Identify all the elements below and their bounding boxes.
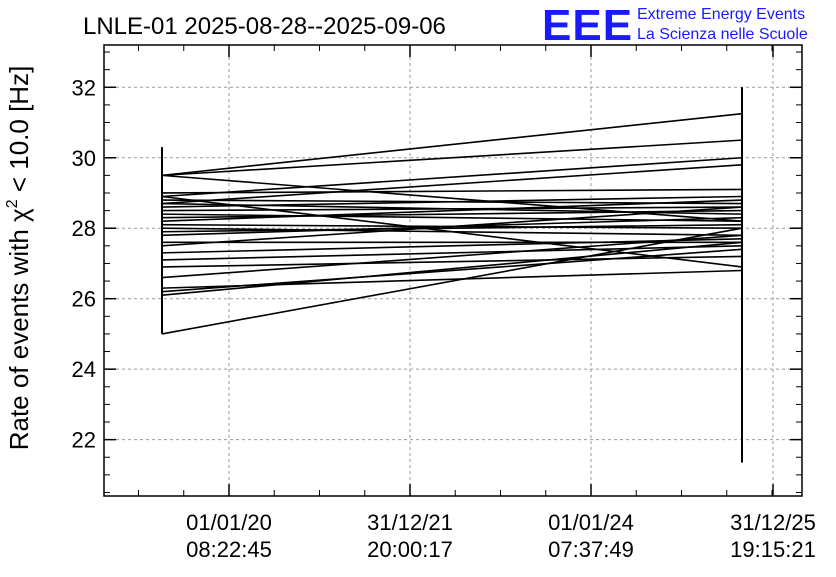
series-line-15 [161, 223, 743, 233]
y-tick-label: 22 [72, 428, 96, 453]
y-axis-label-prefix: Rate of events with [4, 222, 34, 450]
series-line-11 [161, 209, 743, 219]
x-tick-label-time: 07:37:49 [548, 537, 634, 562]
series-line-25 [161, 241, 743, 296]
y-tick-label: 24 [72, 357, 96, 382]
x-tick-label-time: 08:22:45 [186, 537, 272, 562]
series-lines [161, 112, 743, 335]
series-line-21 [161, 255, 743, 268]
y-axis-label: Rate of events with χ2 < 10.0 [Hz] [4, 66, 34, 451]
y-axis-label-sup: 2 [4, 199, 21, 208]
series-line-3 [161, 156, 743, 198]
chart-title: LNLE-01 2025-08-28--2025-09-06 [83, 13, 446, 40]
eee-logo-line2: La Scienza nelle Scuole [637, 26, 808, 43]
y-tick-label: 32 [72, 75, 96, 100]
series-line-20 [161, 245, 743, 261]
series-line-26 [161, 227, 743, 335]
y-tick-label: 26 [72, 287, 96, 312]
x-tick-label-date: 01/01/24 [548, 510, 634, 535]
series-line-24 [161, 248, 743, 293]
x-tick-label-date: 01/01/20 [186, 510, 272, 535]
series-line-5 [161, 188, 743, 194]
series-line-19 [161, 237, 743, 254]
series-line-28 [161, 174, 743, 222]
series-line-27 [161, 195, 743, 268]
axis-ticks [104, 45, 802, 496]
series-line-4 [161, 163, 743, 205]
plot-frame [103, 44, 803, 497]
x-tick-label-date: 31/12/25 [730, 510, 816, 535]
series-line-9 [161, 206, 743, 212]
eee-logo-mark: EEE [542, 1, 633, 50]
series-line-12 [161, 199, 743, 222]
x-tick-label-time: 20:00:17 [367, 537, 453, 562]
spikes [161, 87, 743, 463]
x-tick-label-time: 19:15:21 [730, 537, 816, 562]
series-line-1 [161, 112, 743, 177]
eee-logo-line1: Extreme Energy Events [637, 6, 805, 23]
series-line-8 [161, 195, 743, 208]
series-line-2 [161, 139, 743, 177]
series-line-22 [161, 234, 743, 279]
y-axis-label-chi: χ [4, 208, 34, 222]
y-tick-label: 28 [72, 216, 96, 241]
y-tick-label: 30 [72, 146, 96, 171]
y-axis-label-suffix: < 10.0 [Hz] [4, 66, 34, 200]
x-tick-label-date: 31/12/21 [367, 510, 453, 535]
